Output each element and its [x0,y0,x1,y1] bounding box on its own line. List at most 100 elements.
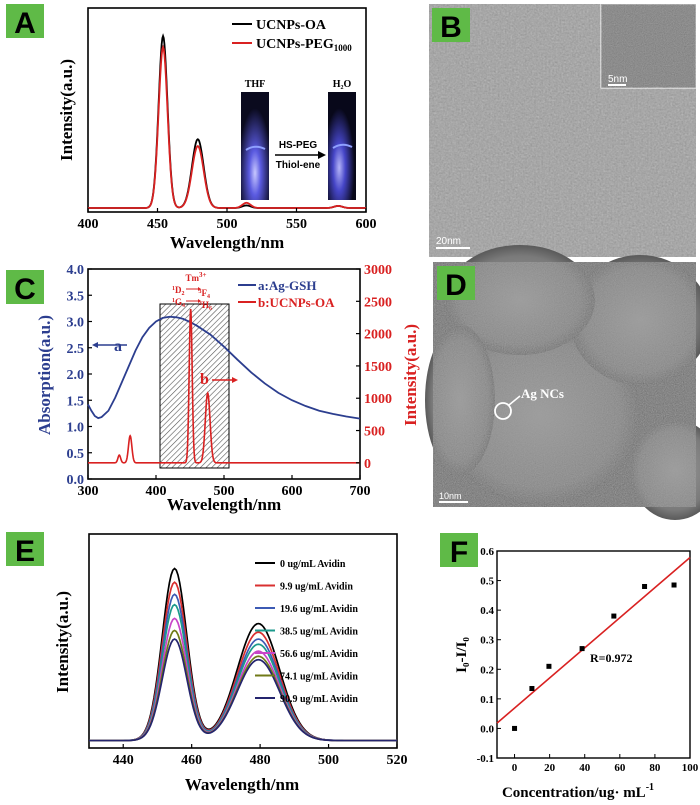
panel-f-fit-line [496,556,691,724]
transition-2-arrowhead [198,299,201,303]
series-line-ucnps-peg1000 [88,44,366,209]
panel-f-data-point [546,663,552,669]
panel-d-pointer [508,395,521,406]
legend-e-label-1: 9.9 ug/mL Avidin [280,582,353,593]
panel-d-annotation: Ag NCs [521,386,564,401]
panel-c: C 300 400 500 600 700 0.0 0.5 1.0 1.5 2.0 2.5 3.0 3.… [6,263,420,514]
panel-f-data-point [642,583,648,589]
panel-a-badge [6,4,44,38]
panel-f-y-tick-label: 0.0 [480,723,494,735]
panel-a-x-tick-label: 400 [78,217,99,232]
vial-water-label: H₂O [333,79,352,90]
panel-e-x-tick-label: 500 [318,753,339,768]
panel-f-y-tick-label: -0.1 [477,753,494,765]
panel-c-yleft-tick-label: 0.5 [67,447,85,462]
legend-c-a: a:Ag-GSH [258,278,317,293]
panel-c-yleft-tick-label: 2.0 [67,368,85,383]
series-line-avidin-6 [89,638,397,742]
panel-a-badge-letter: A [14,7,36,40]
panel-c-yleft-tick-label: 0.0 [67,473,85,488]
panel-e-frame [88,533,398,749]
panel-b-scale-label: 20nm [436,236,461,247]
transition-2: 1G4 3H6 [172,297,212,312]
legend-e-label-2: 19.6 ug/mL Avidin [280,604,358,615]
panel-f-y-tick-label: 0.5 [480,576,494,588]
panel-b-badge [432,8,470,42]
panel-f-x-tick-label: 0 [512,762,518,774]
panel-f-y-tick-label: 0.2 [480,664,494,676]
panel-d: D Ag NCs 10nm [425,245,700,520]
panel-a-plot: 400 450 500 550 600 [78,33,377,232]
panel-e-legend: 0 ug/mL Avidin 9.9 ug/mL Avidin 19.6 ug/mL… [255,559,358,705]
panel-c-yright-tick-label: 500 [364,425,385,440]
panel-c-x-tick-label: 300 [78,484,99,499]
panel-f-x-tick-label: 20 [544,762,556,774]
panel-f-x-tick-label: 80 [649,762,661,774]
panel-c-yright-tick-label: 3000 [364,263,392,278]
panel-a: A 400 450 500 550 600 UCNPs-OA UCNPs-PEG1000… [6,4,377,252]
panel-f-data-point [611,613,617,619]
panel-c-yright-tick-label: 0 [364,457,371,472]
panel-c-yleft-tick-label: 1.0 [67,421,85,436]
panel-c-x-tick-label: 600 [282,484,303,499]
annot-a: a [114,338,122,355]
panel-c-xlabel: Wavelength/nm [167,495,281,514]
panel-c-yright-tick-label: 2000 [364,328,392,343]
panel-f-x-tick-label: 60 [614,762,626,774]
panel-b-badge-letter: B [440,11,462,44]
panel-f-badge [440,533,478,567]
panel-b: B 5nm 20nm [429,3,697,257]
panel-a-ylabel: Intensity(a.u.) [57,59,76,161]
series-line-avidin-5 [89,629,397,742]
legend-c-b: b:UCNPs-OA [258,295,335,310]
legend-e-label-6: 90.9 ug/mL Avidin [280,694,358,705]
panel-b-inset-texture [601,4,696,88]
panel-f-ylabel: I₀-I/I₀ [454,637,470,673]
panel-c-yright-tick-label: 1500 [364,360,392,375]
annot-b-arrowhead [232,377,238,383]
panel-f-xlabel: Concentration/ug· mL-1 [502,782,654,801]
panel-f: F 0 20 40 60 80 100-0.10.00.10.20.30.40.50.6 … [440,533,699,801]
transition-1-arrowhead [198,287,201,291]
arrow-label-bottom: Thiol-ene [276,160,321,171]
panel-c-badge-letter: C [14,273,36,306]
panel-e-ylabel: Intensity(a.u.) [53,591,72,693]
panel-d-texture [433,262,696,507]
legend-e-label-3: 38.5 ug/mL Avidin [280,627,358,638]
panel-a-xlabel: Wavelength/nm [170,233,284,252]
panel-d-badge [437,266,475,300]
panel-f-data-point [671,582,677,588]
legend-e-label-5: 74.1 ug/mL Avidin [280,672,358,683]
panel-f-badge-letter: F [450,536,468,569]
panel-a-x-tick-label: 500 [217,217,238,232]
panel-d-badge-letter: D [445,269,467,302]
panel-c-yright-tick-label: 1000 [364,392,392,407]
transition-ion: Tm3+ [186,271,207,283]
panel-a-x-tick-label: 600 [356,217,377,232]
panel-f-data-point [579,646,585,652]
panel-c-shaded-region [159,303,230,469]
panel-c-badge [6,270,44,304]
panel-f-x-tick-label: 40 [579,762,591,774]
panel-d-scale-label: 10nm [439,491,462,501]
panel-c-yleft-tick-label: 3.5 [67,289,85,304]
panel-e: E 440 460 480 500 520 0 ug/mL Avidin 9.9 ug/m… [6,532,408,794]
panel-e-badge [6,532,44,566]
transition-1: 1D2 3F4 [172,285,210,300]
panel-f-plot: 0 20 40 60 80 100 -0.1 0.0 0.1 0.2 0.3 0.4 0.5 0.6 [477,546,699,774]
series-line-ag-gsh [87,315,361,420]
panel-b-inset-scale-label: 5nm [608,74,627,85]
inset-arrowhead [318,151,326,159]
panel-f-y-tick-label: 0.4 [480,605,494,617]
panel-f-data-point [512,725,518,731]
series-line-ucnps-oa [88,33,366,209]
series-line-ucnps-oa [88,308,360,464]
panel-c-yleft-tick-label: 4.0 [67,263,85,278]
panel-e-badge-letter: E [15,535,35,568]
panel-e-plot: 440 460 480 500 520 [89,567,408,768]
panel-c-yleft-tick-label: 2.5 [67,342,85,357]
legend-e-label-4: 56.6 ug/mL Avidin [280,649,358,660]
panel-e-x-tick-label: 460 [181,753,202,768]
arrow-label-top: HS-PEG [279,140,318,151]
